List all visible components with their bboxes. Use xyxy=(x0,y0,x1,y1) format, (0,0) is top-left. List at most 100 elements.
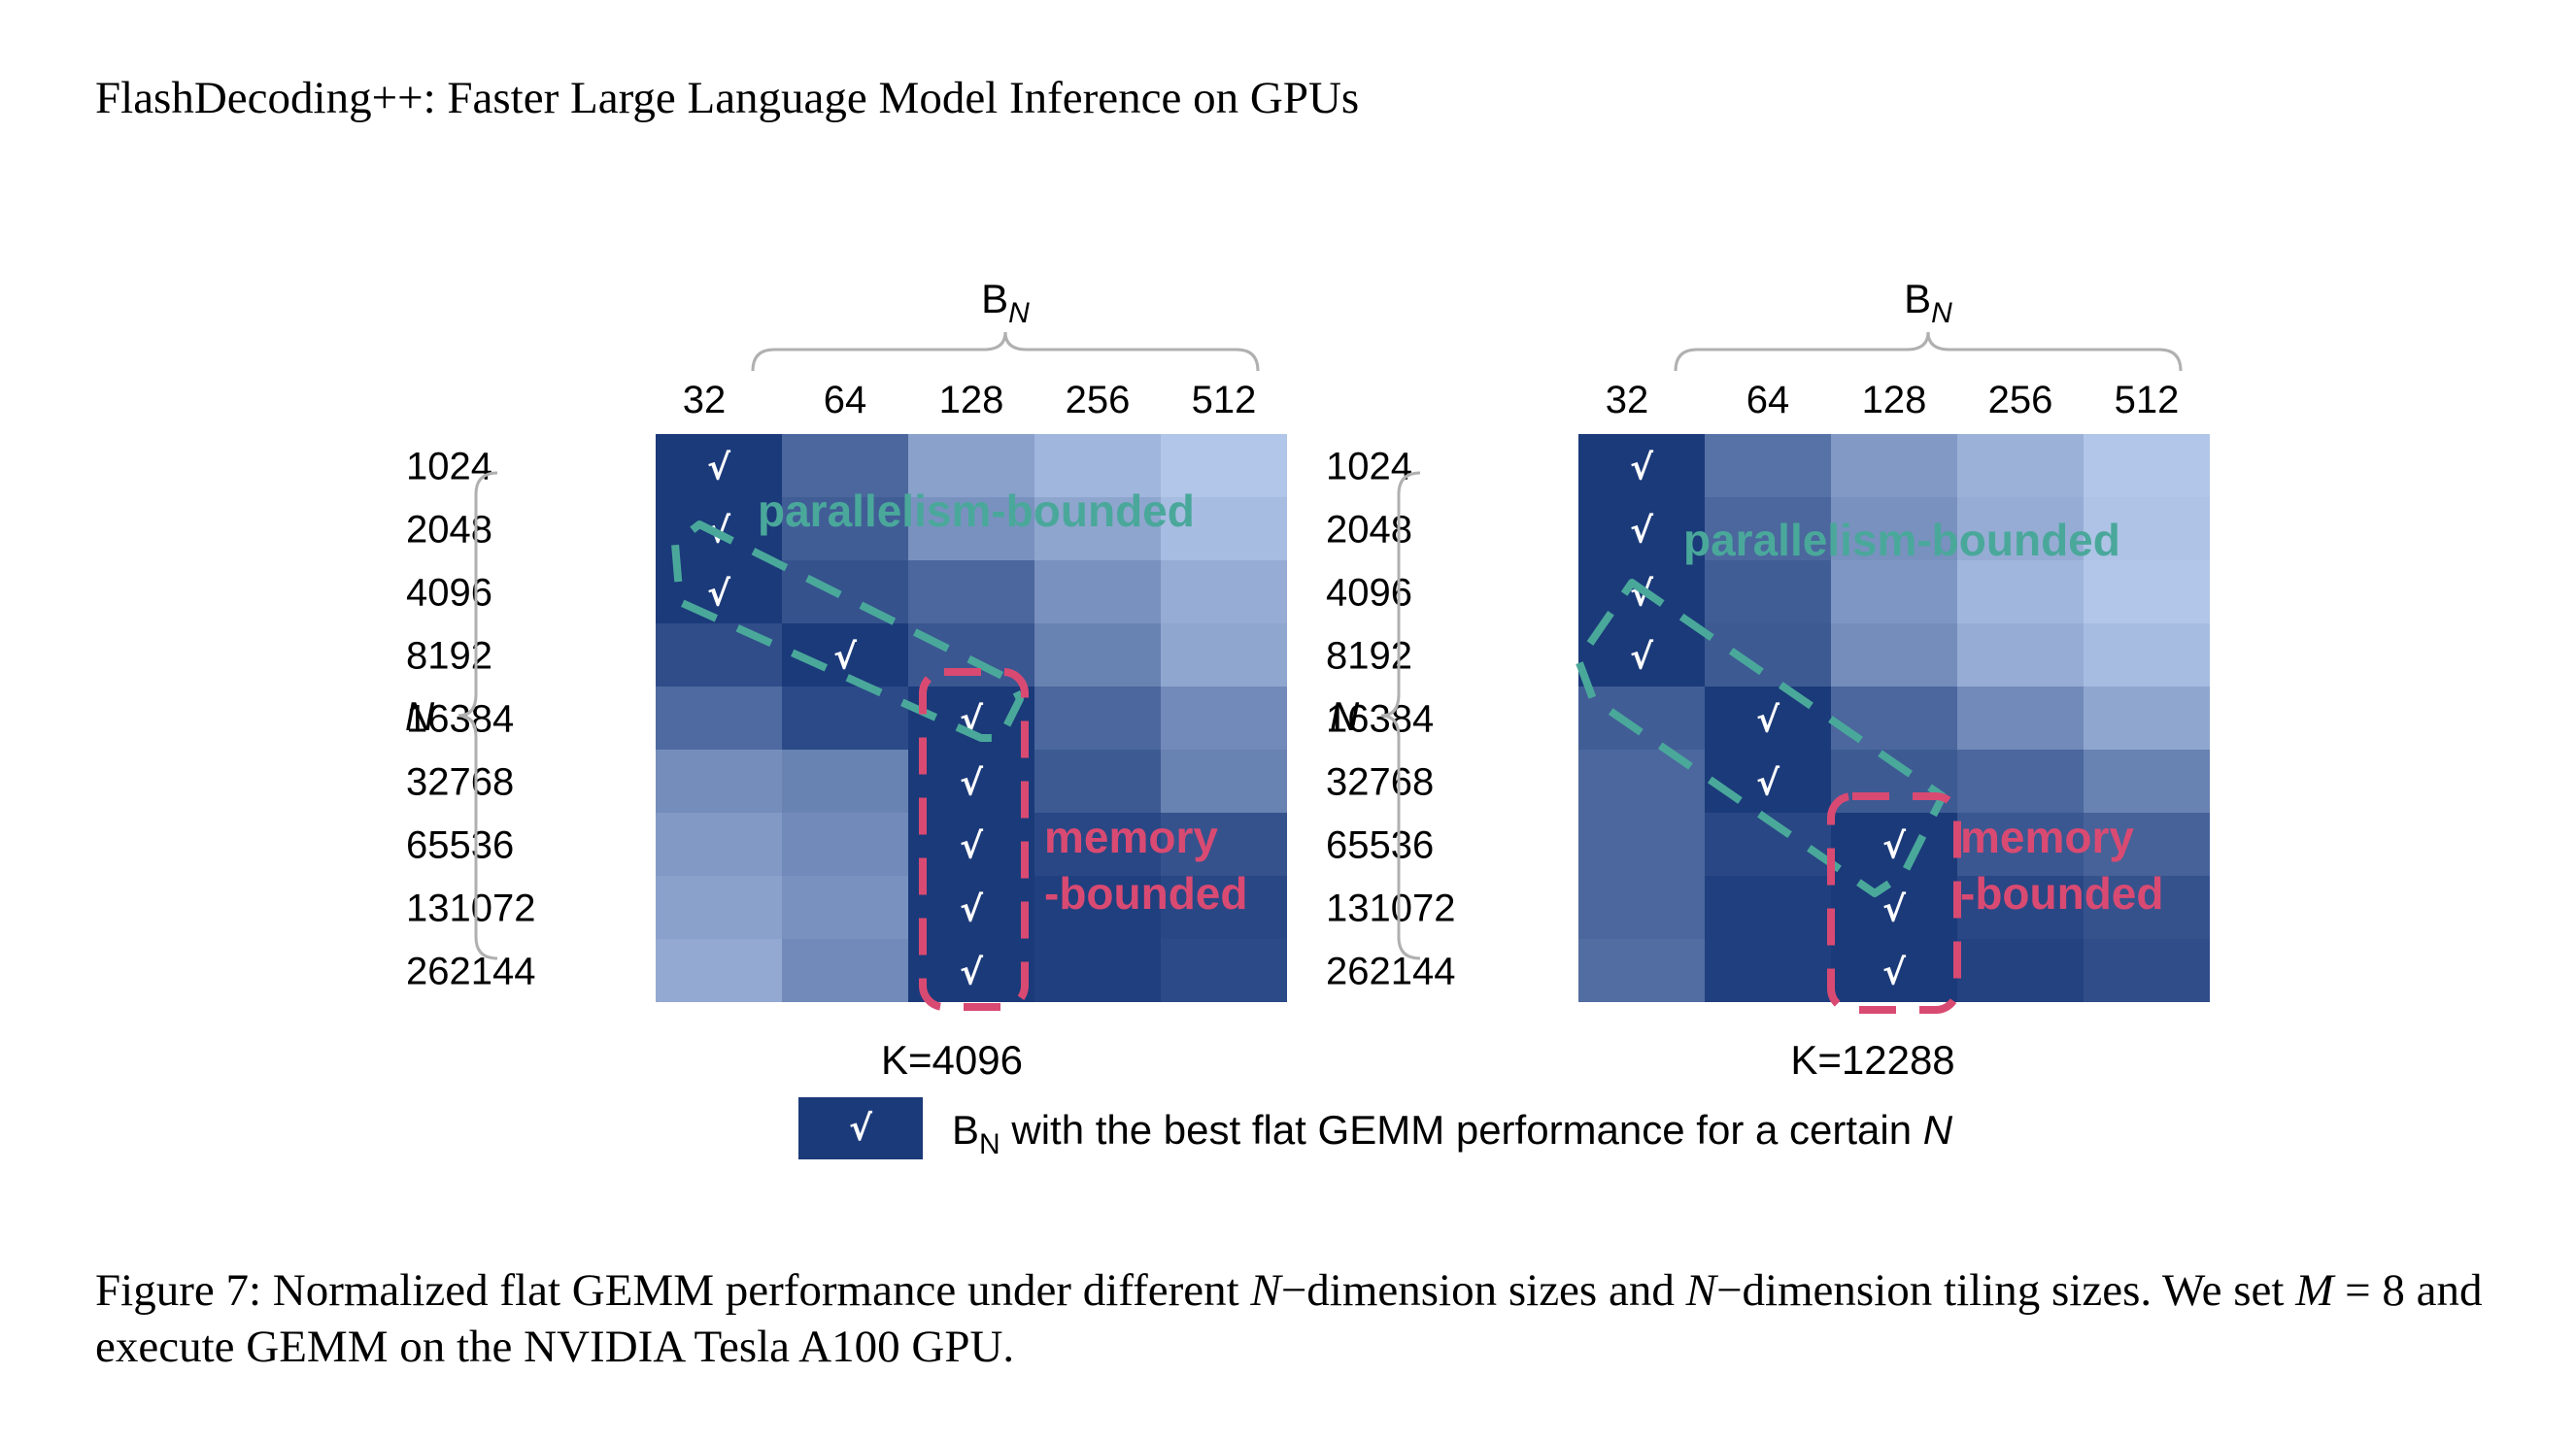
heatmap-cell xyxy=(656,434,782,497)
x-axis-brace xyxy=(751,331,1260,372)
best-check-mark: √ xyxy=(707,449,731,488)
memory-bounded-label-line1: memory xyxy=(1044,812,1218,862)
heatmap-cell xyxy=(1705,876,1831,939)
heatmap-cell xyxy=(656,687,782,750)
heatmap-cell xyxy=(1705,497,1831,560)
heatmap-cell xyxy=(908,434,1034,497)
caption-text-3: −dimension tiling sizes. We set xyxy=(1715,1265,2296,1316)
best-check-mark: √ xyxy=(960,890,984,930)
heatmap-cell xyxy=(2084,876,2210,939)
legend-text: BN with the best flat GEMM performance f… xyxy=(952,1107,1953,1160)
heatmap-cell xyxy=(1831,687,1957,750)
parallelism-bounded-region xyxy=(671,520,1024,742)
heatmap-cell xyxy=(1705,687,1831,750)
x-axis-label-main: B xyxy=(1904,276,1931,321)
y-tick-label: 2048 xyxy=(406,509,492,552)
heatmap-cell xyxy=(1957,623,2084,687)
heatmap-cell xyxy=(1831,939,1957,1002)
heatmap-cell xyxy=(1831,434,1957,497)
y-axis-label: N xyxy=(405,693,435,739)
best-check-mark: √ xyxy=(1630,512,1654,552)
heatmap-cell xyxy=(1957,939,2084,1002)
heatmap-cell xyxy=(1161,497,1287,560)
x-tick-label: 256 xyxy=(1066,379,1131,421)
heatmap-cell xyxy=(782,750,908,813)
memory-bounded-region xyxy=(1827,792,1961,1014)
heatmap-k4096: √√√√√√√√√32 64 128 256 512102420484096819216… xyxy=(405,276,1287,1083)
heatmap-k12288: √√√√√√√√√32 64 128 256 512102420484096819216… xyxy=(1326,276,2210,1083)
x-axis-label-sub: N xyxy=(1931,297,1952,329)
memory-bounded-label-line2: -bounded xyxy=(1044,868,1248,919)
heatmap-cell xyxy=(2084,434,2210,497)
heatmap-cell xyxy=(1705,560,1831,623)
legend-text-var: N xyxy=(1923,1107,1953,1153)
caption-label: Figure 7: xyxy=(95,1265,262,1316)
heatmap-cell xyxy=(1957,560,2084,623)
x-tick-label: 256 xyxy=(1988,379,2053,421)
heatmap-cell xyxy=(1578,939,1705,1002)
y-tick-label: 1024 xyxy=(1326,446,1412,488)
heatmap-cell xyxy=(2084,623,2210,687)
heatmap-cell xyxy=(908,750,1034,813)
heatmap-cell xyxy=(1831,497,1957,560)
heatmap-cell xyxy=(1705,623,1831,687)
y-tick-label: 262144 xyxy=(406,951,535,993)
heatmap-cell xyxy=(2084,750,2210,813)
heatmap-cell xyxy=(1831,876,1957,939)
figure-caption: Figure 7: Normalized flat GEMM performan… xyxy=(95,1262,2524,1375)
caption-text-1: Normalized flat GEMM performance under d… xyxy=(261,1265,1251,1316)
y-axis-brace xyxy=(458,471,498,960)
best-check-mark: √ xyxy=(960,954,984,993)
heatmap-cell xyxy=(1957,434,2084,497)
y-tick-label: 16384 xyxy=(1326,698,1434,741)
y-tick-label: 262144 xyxy=(1326,951,1455,993)
heatmap-cell xyxy=(1034,434,1161,497)
heatmap-cell xyxy=(908,939,1034,1002)
best-check-mark: √ xyxy=(960,827,984,867)
x-axis-brace xyxy=(1674,331,2183,372)
legend-text-sub: N xyxy=(979,1128,1000,1160)
heatmap-cell xyxy=(1034,623,1161,687)
x-tick-label: 64 xyxy=(1746,379,1790,421)
heatmap-cell xyxy=(782,497,908,560)
y-axis-label: N xyxy=(1330,693,1360,739)
heatmap-cell xyxy=(782,434,908,497)
heatmap-cell xyxy=(1034,560,1161,623)
caption-var-3: M xyxy=(2295,1265,2334,1316)
heatmap-cell xyxy=(1161,434,1287,497)
y-tick-label: 131072 xyxy=(1326,888,1455,930)
caption-var-2: N xyxy=(1685,1265,1716,1316)
heatmap-cell xyxy=(1831,623,1957,687)
heatmap-cell xyxy=(1831,813,1957,876)
memory-bounded-label-line1: memory xyxy=(1960,812,2134,862)
x-tick-label: 128 xyxy=(1862,379,1927,421)
heatmap-cell xyxy=(782,939,908,1002)
heatmap-cell xyxy=(656,623,782,687)
caption-text-2: −dimension sizes and xyxy=(1280,1265,1686,1316)
y-tick-label: 4096 xyxy=(406,572,492,615)
best-check-mark: √ xyxy=(1882,827,1907,867)
legend: √ BN with the best flat GEMM performance… xyxy=(798,1097,1953,1160)
x-tick-label: 512 xyxy=(1192,379,1257,421)
x-axis-label: BN xyxy=(981,276,1030,329)
heatmap-cell xyxy=(1957,813,2084,876)
heatmap-cell xyxy=(1831,560,1957,623)
x-tick-label: 128 xyxy=(939,379,1004,421)
heatmap-cell xyxy=(1161,876,1287,939)
x-axis-label-main: B xyxy=(981,276,1008,321)
heatmap-cell xyxy=(1034,813,1161,876)
k-label: K=12288 xyxy=(1790,1037,1954,1083)
x-axis-label-sub: N xyxy=(1008,297,1030,329)
y-tick-label: 65536 xyxy=(1326,824,1434,867)
caption-text-4: = 8 and execute GEMM on the NVIDIA Tesla… xyxy=(95,1265,2483,1372)
y-tick-label: 32768 xyxy=(406,761,514,804)
heatmap-cell xyxy=(1161,939,1287,1002)
heatmap-cell xyxy=(2084,939,2210,1002)
y-axis-brace xyxy=(1380,471,1421,960)
heatmap-cell xyxy=(908,560,1034,623)
heatmap-cell xyxy=(1034,876,1161,939)
heatmap-cell xyxy=(782,560,908,623)
y-tick-label: 65536 xyxy=(406,824,514,867)
heatmap-cell xyxy=(908,876,1034,939)
